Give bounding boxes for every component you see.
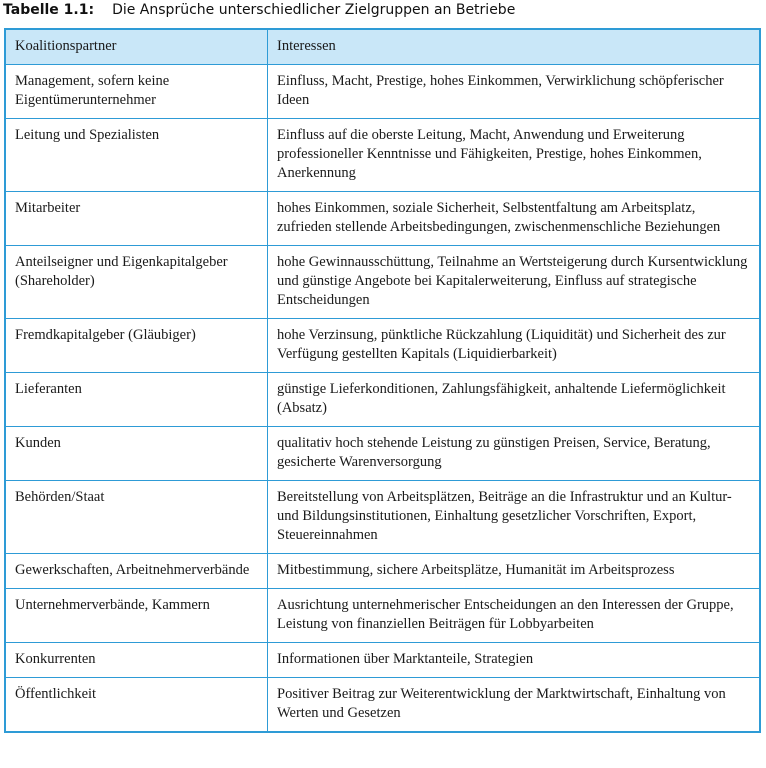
table-row: Mitarbeiter hohes Einkommen, soziale Sich… (4, 191, 761, 246)
cell-partner: Konkurrenten (4, 642, 268, 678)
cell-interests: Mitbestimmung, sichere Arbeitsplätze, Hu… (267, 553, 761, 589)
cell-interests: Einfluss, Macht, Prestige, hohes Einkomm… (267, 64, 761, 119)
cell-partner: Anteilseigner und Eigenkapitalgeber (Sha… (4, 245, 268, 319)
cell-interests: günstige Lieferkonditionen, Zahlungsfähi… (267, 372, 761, 427)
cell-partner: Leitung und Spezialisten (4, 118, 268, 192)
table-row: Öffentlichkeit Positiver Beitrag zur Weit… (4, 677, 761, 733)
header-koalitionspartner: Koalitionspartner (4, 28, 268, 65)
table-row: Fremdkapitalgeber (Gläubiger) hohe Verzin… (4, 318, 761, 373)
cell-interests: qualitativ hoch stehende Leistung zu gün… (267, 426, 761, 481)
cell-partner: Lieferanten (4, 372, 268, 427)
cell-interests: Bereitstellung von Arbeitsplätzen, Beitr… (267, 480, 761, 554)
table-row: Anteilseigner und Eigenkapitalgeber (Sha… (4, 245, 761, 319)
cell-interests: Ausrichtung unternehmerischer Entscheidu… (267, 588, 761, 643)
cell-interests: Positiver Beitrag zur Weiterentwicklung … (267, 677, 761, 733)
cell-interests: Einfluss auf die oberste Leitung, Macht,… (267, 118, 761, 192)
table-caption: Tabelle 1.1: Die Ansprüche unterschiedlic… (3, 2, 515, 18)
table-row: Leitung und Spezialisten Einfluss auf die… (4, 118, 761, 192)
stakeholder-table: Koalitionspartner Interessen Management,… (4, 28, 761, 733)
caption-label: Tabelle 1.1: (3, 2, 95, 18)
table-row: Kunden qualitativ hoch stehende Leistung … (4, 426, 761, 481)
table-row: Lieferanten günstige Lieferkonditionen, Z… (4, 372, 761, 427)
table-row: Unternehmerverbände, Kammern Ausrichtung … (4, 588, 761, 643)
cell-partner: Gewerkschaften, Arbeitnehmerverbände (4, 553, 268, 589)
cell-interests: hohes Einkommen, soziale Sicherheit, Sel… (267, 191, 761, 246)
header-row: Koalitionspartner Interessen (4, 28, 761, 65)
caption-text: Die Ansprüche unterschiedlicher Zielgrup… (112, 2, 516, 18)
table-row: Gewerkschaften, Arbeitnehmerverbände Mitb… (4, 553, 761, 589)
cell-partner: Management, sofern keine Eigentümerunter… (4, 64, 268, 119)
cell-interests: Informationen über Marktanteile, Strateg… (267, 642, 761, 678)
table-row: Konkurrenten Informationen über Marktante… (4, 642, 761, 678)
table-row: Behörden/Staat Bereitstellung von Arbeits… (4, 480, 761, 554)
header-interessen: Interessen (267, 28, 761, 65)
cell-partner: Kunden (4, 426, 268, 481)
cell-interests: hohe Verzinsung, pünktliche Rückzahlung … (267, 318, 761, 373)
cell-partner: Unternehmerverbände, Kammern (4, 588, 268, 643)
cell-partner: Fremdkapitalgeber (Gläubiger) (4, 318, 268, 373)
cell-partner: Behörden/Staat (4, 480, 268, 554)
cell-interests: hohe Gewinnausschüttung, Teilnahme an We… (267, 245, 761, 319)
cell-partner: Öffentlichkeit (4, 677, 268, 733)
table-row: Management, sofern keine Eigentümerunter… (4, 64, 761, 119)
cell-partner: Mitarbeiter (4, 191, 268, 246)
